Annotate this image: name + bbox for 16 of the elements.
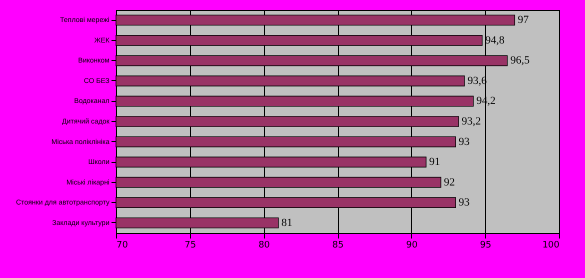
data-label: 96,5 [510, 54, 530, 67]
data-label: 97 [518, 14, 530, 26]
data-label: 81 [281, 216, 292, 229]
x-tick-label: 90 [406, 240, 418, 250]
data-label: 94,8 [485, 34, 505, 46]
x-tick-label: 100 [542, 240, 560, 250]
data-label: 92 [444, 176, 455, 188]
data-label: 93 [458, 196, 470, 209]
x-tick-label: 95 [480, 240, 492, 250]
data-label: 93,2 [462, 116, 481, 128]
data-label: 91 [429, 156, 440, 168]
x-tick-label: 75 [184, 240, 196, 250]
x-tick-label: 70 [116, 240, 128, 250]
x-tick-label: 85 [332, 240, 344, 250]
data-label: 93 [458, 136, 470, 148]
x-tick-label: 80 [258, 240, 270, 250]
